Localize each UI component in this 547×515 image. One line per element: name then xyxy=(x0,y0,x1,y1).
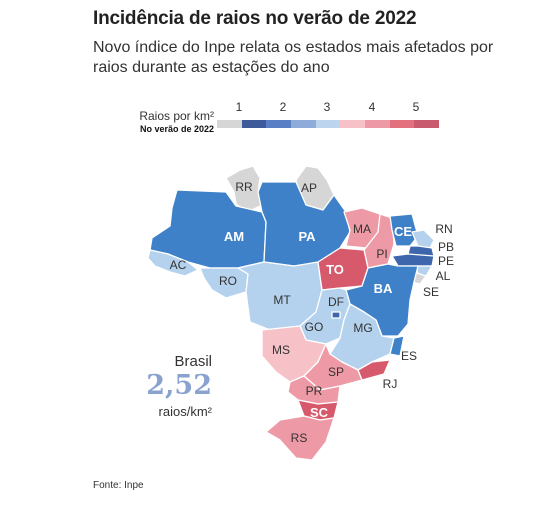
label-al: AL xyxy=(436,269,451,283)
legend-swatch xyxy=(217,120,242,128)
summary-unit: raios/km² xyxy=(158,404,212,419)
label-pi: PI xyxy=(376,247,387,261)
label-ba: BA xyxy=(374,281,393,296)
summary-label: Brasil xyxy=(174,353,212,370)
legend-sublabel: No verão de 2022 xyxy=(139,124,214,134)
label-pa: PA xyxy=(298,229,316,244)
state-to xyxy=(317,247,369,291)
label-se: SE xyxy=(423,285,439,299)
state-es xyxy=(389,335,405,357)
label-pe: PE xyxy=(438,254,454,268)
legend-tick-2: 2 xyxy=(279,100,287,114)
label-rr: RR xyxy=(235,180,253,194)
label-am: AM xyxy=(224,229,244,244)
label-ms: MS xyxy=(272,343,290,357)
label-ac: AC xyxy=(170,258,187,272)
legend-swatch xyxy=(414,120,440,128)
label-sp: SP xyxy=(328,365,344,379)
label-to: TO xyxy=(326,262,344,277)
chart-subtitle: Novo índice do Inpe relata os estados ma… xyxy=(93,39,494,76)
legend-swatch xyxy=(365,120,390,128)
label-pb: PB xyxy=(438,240,454,254)
legend-swatch xyxy=(241,120,267,128)
label-rj: RJ xyxy=(383,377,398,391)
legend-ticks: 1 2 3 4 5 xyxy=(217,100,439,114)
label-ro: RO xyxy=(219,274,237,288)
label-ma: MA xyxy=(353,222,371,236)
legend-tick-5: 5 xyxy=(412,100,420,114)
legend-tick-3: 3 xyxy=(323,100,331,114)
label-es: ES xyxy=(401,349,417,363)
state-ac xyxy=(147,249,199,277)
label-ce: CE xyxy=(394,224,412,239)
legend-swatch xyxy=(291,120,316,128)
legend-swatch xyxy=(315,120,341,128)
label-pr: PR xyxy=(306,384,323,398)
label-mg: MG xyxy=(353,321,372,335)
state-df xyxy=(331,311,341,319)
legend-swatch xyxy=(389,120,415,128)
chart-title: Incidência de raios no verão de 2022 xyxy=(93,8,417,29)
state-labels: RR AP AM PA AC RO MT MA PI TO CE RN PB P… xyxy=(170,180,454,445)
legend-swatch xyxy=(340,120,366,128)
state-pe xyxy=(391,253,435,267)
state-rs xyxy=(265,415,335,461)
state-rn xyxy=(411,229,435,249)
label-go: GO xyxy=(305,320,324,334)
label-rs: RS xyxy=(291,431,308,445)
label-rn: RN xyxy=(435,222,452,236)
legend-color-scale xyxy=(217,120,440,128)
source-note: Fonte: Inpe xyxy=(93,480,144,491)
legend-swatch xyxy=(266,120,292,128)
legend-tick-1: 1 xyxy=(235,100,243,114)
summary-value: 2,52 xyxy=(146,370,212,401)
label-mt: MT xyxy=(273,293,291,307)
label-df: DF xyxy=(328,295,344,309)
state-rj xyxy=(357,359,391,381)
label-ap: AP xyxy=(301,181,317,195)
legend-label: Raios por km² xyxy=(139,109,214,123)
label-sc: SC xyxy=(310,405,329,420)
legend-tick-4: 4 xyxy=(368,100,376,114)
